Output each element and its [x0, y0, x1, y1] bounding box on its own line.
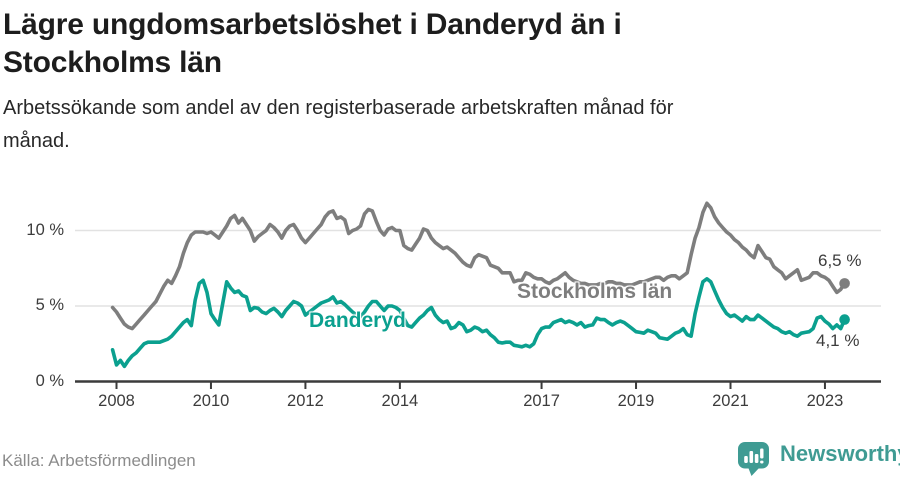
stockholm-end-dot	[839, 278, 850, 289]
danderyd-line	[110, 276, 847, 369]
danderyd-end-dot	[839, 314, 850, 325]
chart-subtitle-line-2: månad.	[3, 130, 70, 152]
stockholm-line	[110, 201, 847, 331]
newsworthy-logo-icon	[738, 442, 769, 476]
newsworthy-logo: Newsworthy	[737, 440, 900, 477]
source-caption: Källa: Arbetsförmedlingen	[2, 451, 196, 470]
chart-subtitle-line-1: Arbetssökande som andel av den registerb…	[3, 97, 674, 119]
chart-title: Lägre ungdomsarbetslöshet i Danderyd än …	[3, 6, 622, 82]
chart-title-line-2: Stockholms län	[3, 46, 222, 79]
newsworthy-logo-text: Newsworthy	[780, 441, 900, 466]
chart-title-line-1: Lägre ungdomsarbetslöshet i Danderyd än …	[3, 8, 622, 41]
chart-subtitle: Arbetssökande som andel av den registerb…	[3, 92, 673, 158]
